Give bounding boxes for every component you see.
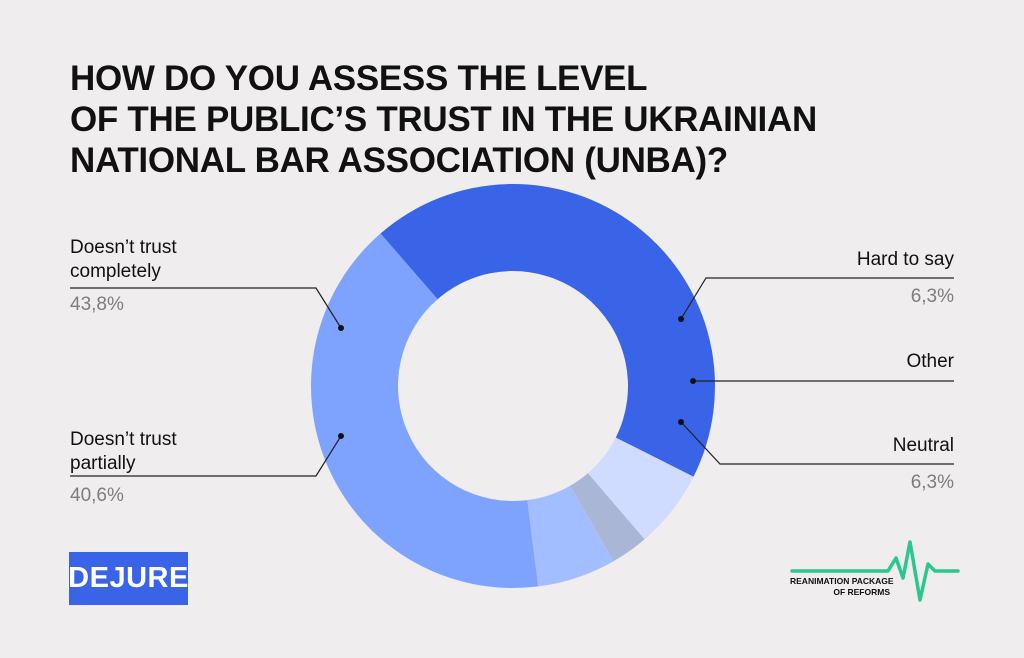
title-line-1: HOW DO YOU ASSESS THE LEVEL [70, 59, 648, 98]
slice-neutral [527, 485, 614, 587]
title-line-3: NATIONAL BAR ASSOCIATION (UNBA)? [70, 141, 728, 180]
label-line: completely [70, 261, 161, 282]
leader-other-dot [690, 378, 696, 384]
label-doesnt-trust-completely: Doesn’t trust completely [70, 236, 177, 284]
value-hard-to-say: 6,3% [910, 286, 954, 307]
slice-doesnt-trust-completely [380, 184, 715, 477]
leader-hard-to-say [680, 277, 954, 320]
leader-neutral [680, 421, 954, 465]
slice-doesnt-trust-partially [311, 233, 539, 589]
reanimation-line: REANIMATION PACKAGE [790, 576, 894, 586]
label-line: Doesn’t trust [70, 237, 177, 258]
leader-doesnt-trust-partially [70, 435, 342, 477]
leader-doesnt-trust-completely-dot [338, 325, 344, 331]
title-line-2: OF THE PUBLIC’S TRUST IN THE UKRAINIAN [70, 100, 817, 139]
slice-hard-to-say [587, 437, 694, 540]
dejure-logo: DEJURE [68, 552, 188, 605]
label-line: Neutral [892, 435, 954, 456]
chart-title: HOW DO YOU ASSESS THE LEVEL OF THE PUBLI… [70, 58, 817, 181]
reanimation-line: OF REFORMS [833, 587, 890, 597]
label-line: partially [70, 453, 136, 474]
label-line: Hard to say [856, 249, 954, 270]
label-neutral: Neutral [893, 434, 954, 458]
label-line: Doesn’t trust [70, 429, 177, 450]
label-doesnt-trust-partially: Doesn’t trust partially [70, 428, 177, 476]
value-doesnt-trust-partially: 40,6% [70, 485, 124, 506]
label-other: Other [906, 350, 954, 374]
slice-other [570, 473, 645, 562]
leader-doesnt-trust-partially-dot [338, 433, 344, 439]
label-line: Other [906, 351, 954, 372]
leader-doesnt-trust-completely [70, 287, 342, 329]
value-doesnt-trust-completely: 43,8% [70, 294, 124, 315]
leader-neutral-dot [678, 419, 684, 425]
reanimation-package-logo: REANIMATION PACKAGE OF REFORMS [790, 538, 960, 606]
reanimation-package-text: REANIMATION PACKAGE OF REFORMS [790, 576, 894, 598]
label-hard-to-say: Hard to say [857, 248, 954, 272]
leader-hard-to-say-dot [678, 316, 684, 322]
value-neutral: 6,3% [910, 472, 954, 493]
pulse-icon [790, 540, 960, 602]
